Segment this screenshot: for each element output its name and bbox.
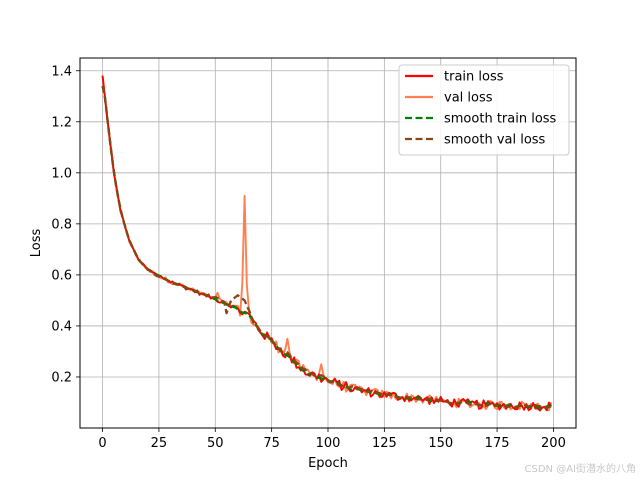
- x-tick-label: 175: [485, 436, 510, 451]
- y-tick-label: 0.2: [51, 370, 72, 385]
- x-tick-label: 150: [428, 436, 453, 451]
- x-tick-label: 200: [541, 436, 566, 451]
- legend-label: train loss: [444, 70, 504, 85]
- y-tick-label: 1.2: [51, 115, 72, 130]
- x-tick-label: 75: [263, 436, 280, 451]
- y-tick-label: 0.6: [51, 268, 72, 283]
- legend-label: val loss: [444, 91, 493, 106]
- x-tick-label: 100: [316, 436, 341, 451]
- x-tick-label: 25: [151, 436, 168, 451]
- legend-box: [398, 64, 570, 156]
- watermark-text: CSDN @AI街潜水的八角: [525, 462, 636, 475]
- legend-label: smooth val loss: [444, 133, 546, 148]
- axis-ticks: 0 25 50 75 100 125 150 175 200 0.2 0.4 0.6 0.8 1.0 1.2…: [51, 64, 566, 451]
- y-tick-label: 0.8: [51, 217, 72, 232]
- series-line-val-smooth: [101, 85, 552, 410]
- grid-lines: [80, 58, 576, 428]
- y-tick-label: 0.4: [51, 319, 72, 334]
- y-tick-label: 1.0: [51, 166, 72, 181]
- x-axis-title: Epoch: [308, 456, 348, 471]
- x-tick-label: 0: [98, 436, 106, 451]
- series-layer: [101, 75, 553, 412]
- x-tick-label: 50: [207, 436, 224, 451]
- y-tick-label: 1.4: [51, 64, 72, 79]
- y-axis-title: Loss: [29, 229, 44, 258]
- x-tick-label: 125: [372, 436, 397, 451]
- legend-label: smooth train loss: [444, 112, 557, 127]
- legend: train loss val loss smooth train loss smoot…: [398, 64, 570, 156]
